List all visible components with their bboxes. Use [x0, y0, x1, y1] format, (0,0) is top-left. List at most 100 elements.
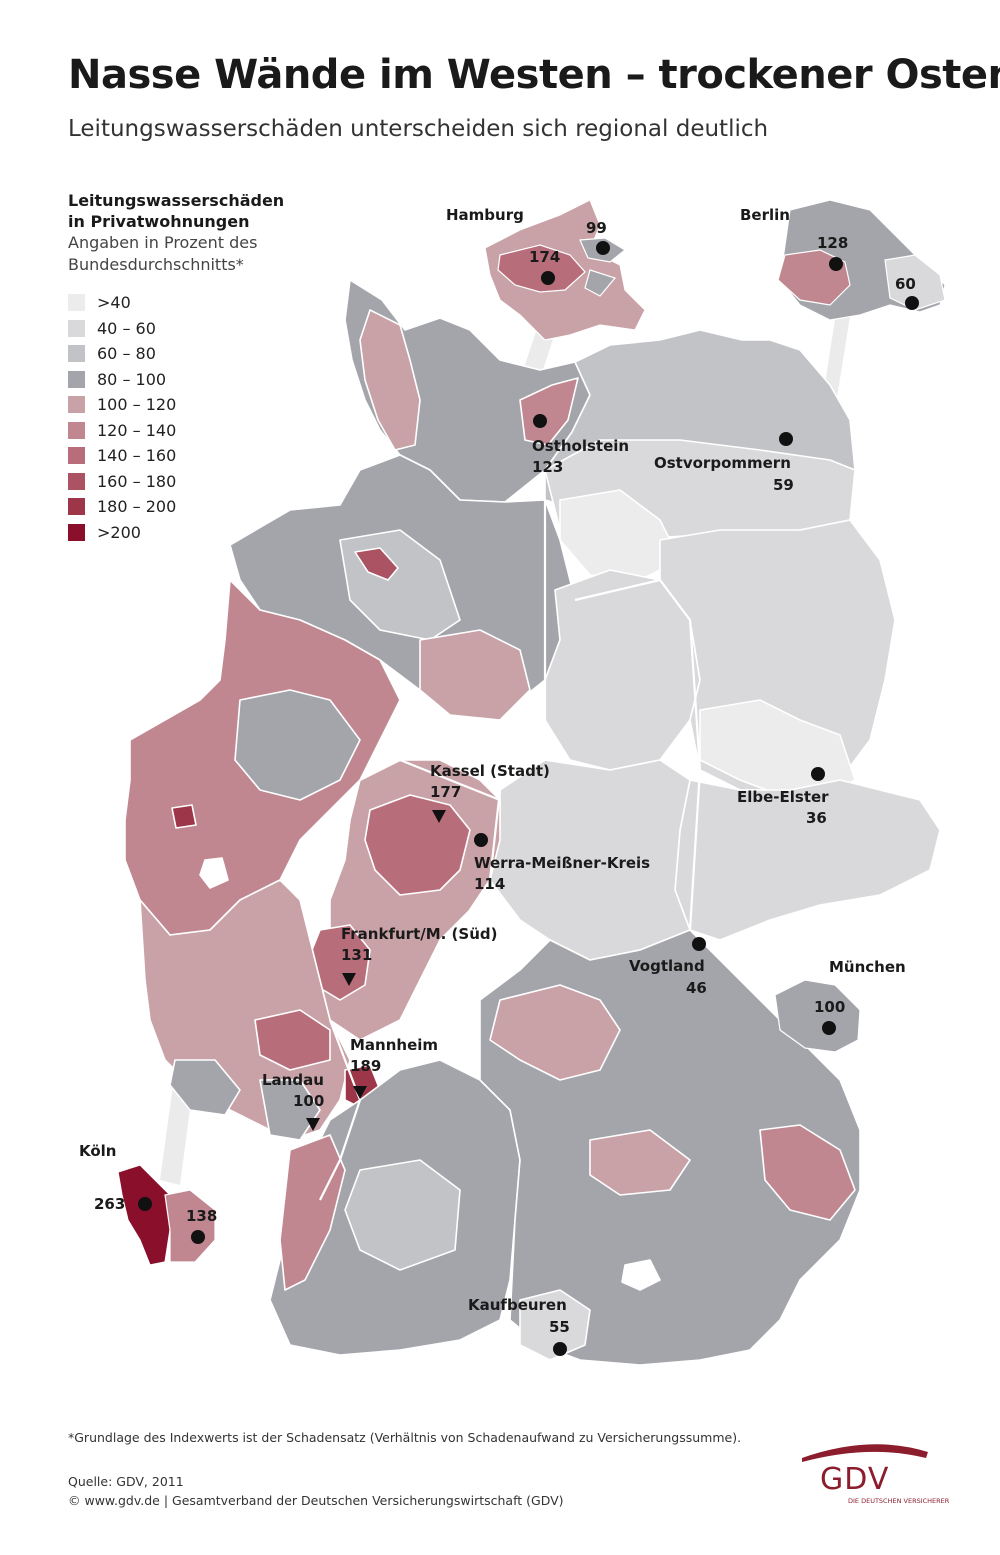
region-bayern-mid-red [589, 1129, 691, 1196]
label-elbe-elster-name: Elbe-Elster [737, 788, 829, 806]
legend-item: 160 – 180 [68, 469, 308, 495]
marker-ostholstein [533, 414, 547, 428]
region-rlp-red [254, 1009, 331, 1071]
label-vogtland-name: Vogtland [629, 957, 705, 975]
legend-item: >40 [68, 290, 308, 316]
marker-kassel [432, 810, 446, 823]
label-landau-name: Landau [262, 1071, 324, 1089]
inset-koeln [117, 1164, 216, 1266]
legend-item: 80 – 100 [68, 367, 308, 393]
label-berlin-value: 128 [817, 234, 848, 252]
legend-subtitle-line1: Angaben in Prozent des [68, 233, 258, 252]
label-werra-name: Werra-Meißner-Kreis [474, 854, 650, 872]
label-vogtland-value: 46 [686, 979, 707, 997]
legend-label: 100 – 120 [97, 395, 177, 415]
legend-swatch [68, 345, 85, 363]
marker-berlin [829, 257, 843, 271]
label-berlin-60-value: 60 [895, 275, 916, 293]
label-hamburg-value: 174 [529, 248, 560, 266]
label-kaufbeuren-value: 55 [549, 1318, 570, 1336]
legend-item: >200 [68, 520, 308, 546]
legend-title-line1: Leitungswasserschäden [68, 191, 285, 210]
inset-muenchen [774, 979, 861, 1053]
gdv-logo-text: GDV [820, 1462, 890, 1497]
legend-swatch [68, 319, 85, 337]
legend-swatch [68, 447, 85, 465]
page-title: Nasse Wände im Westen – trockener Osten [68, 52, 1000, 98]
region-kassel [364, 794, 471, 896]
label-kaufbeuren-name: Kaufbeuren [468, 1296, 567, 1314]
inset-muenchen-region [774, 979, 861, 1053]
label-muenchen-name: München [829, 958, 906, 976]
legend-item: 60 – 80 [68, 341, 308, 367]
inset-hamburg-city [497, 244, 586, 293]
label-frankfurt-value: 131 [341, 946, 372, 964]
marker-landau [306, 1118, 320, 1131]
label-koeln-value: 263 [94, 1195, 125, 1213]
label-koeln-138-value: 138 [186, 1207, 217, 1225]
region-bremen [354, 547, 399, 581]
marker-vogtland [692, 937, 706, 951]
label-elbe-elster-value: 36 [806, 809, 827, 827]
label-kassel-name: Kassel (Stadt) [430, 762, 550, 780]
marker-koeln [138, 1197, 152, 1211]
legend-swatch [68, 294, 85, 312]
legend-label: >40 [97, 293, 131, 313]
legend-title-line2: in Privatwohnungen [68, 212, 250, 231]
region-nrw-dark [171, 804, 197, 829]
map-regions [124, 279, 941, 1366]
legend-label: 180 – 200 [97, 497, 177, 517]
legend-label: 120 – 140 [97, 420, 177, 440]
marker-werra-meissner [474, 833, 488, 847]
legend-swatch [68, 472, 85, 490]
label-ostvorpommern-value: 59 [773, 476, 794, 494]
label-ostholstein-value: 123 [532, 458, 563, 476]
region-bawue-light [344, 1159, 461, 1271]
legend-item: 120 – 140 [68, 418, 308, 444]
map-labels: Hamburg 174 99 Berlin 128 60 Ostholstein… [79, 206, 916, 1336]
label-ostholstein-name: Ostholstein [532, 437, 629, 455]
region-muenchen-hole [621, 1259, 661, 1291]
legend-item: 140 – 160 [68, 443, 308, 469]
gdv-logo-arc [802, 1444, 928, 1462]
legend-swatch [68, 370, 85, 388]
label-hamburg-name: Hamburg [446, 206, 524, 224]
page-subtitle: Leitungswasserschäden unterscheiden sich… [68, 116, 769, 142]
label-muenchen-value: 100 [814, 998, 845, 1016]
region-ns-red [419, 629, 531, 721]
legend-label: 80 – 100 [97, 369, 167, 389]
region-kaufbeuren [519, 1289, 591, 1361]
legend-item: 180 – 200 [68, 494, 308, 520]
legend-item: 100 – 120 [68, 392, 308, 418]
marker-kaufbeuren [553, 1342, 567, 1356]
label-mannheim-value: 189 [350, 1057, 381, 1075]
label-frankfurt-name: Frankfurt/M. (Süd) [341, 925, 498, 943]
region-bayern-east-red [759, 1124, 856, 1221]
source-line: Quelle: GDV, 2011 [68, 1474, 184, 1489]
marker-muenchen [822, 1021, 836, 1035]
legend-subtitle-line2: Bundesdurchschnitts* [68, 255, 244, 274]
region-bawue-red [279, 1134, 346, 1291]
inset-berlin [777, 199, 946, 321]
region-nrw-grey [234, 689, 361, 801]
region-sh-west [359, 309, 421, 451]
label-hamburg-99-value: 99 [586, 219, 607, 237]
inset-koeln-neighbor [164, 1189, 216, 1263]
label-berlin-name: Berlin [740, 206, 790, 224]
legend-swatch [68, 421, 85, 439]
region-bayern-red [489, 984, 621, 1081]
legend-swatch [68, 498, 85, 516]
map-legend: Leitungswasserschäden in Privatwohnungen… [68, 190, 308, 545]
inset-hamburg-east [584, 269, 617, 297]
legend-label: 60 – 80 [97, 344, 156, 364]
marker-hamburg [541, 271, 555, 285]
region-koeln-hole [199, 857, 229, 889]
inset-koeln-city [117, 1164, 176, 1266]
map-markers [138, 241, 919, 1356]
footnote: *Grundlage des Indexwerts ist der Schade… [68, 1430, 742, 1445]
inset-hamburg [484, 199, 646, 341]
marker-ostvorpommern [779, 432, 793, 446]
state-borders [319, 500, 702, 1201]
legend-label: 160 – 180 [97, 471, 177, 491]
